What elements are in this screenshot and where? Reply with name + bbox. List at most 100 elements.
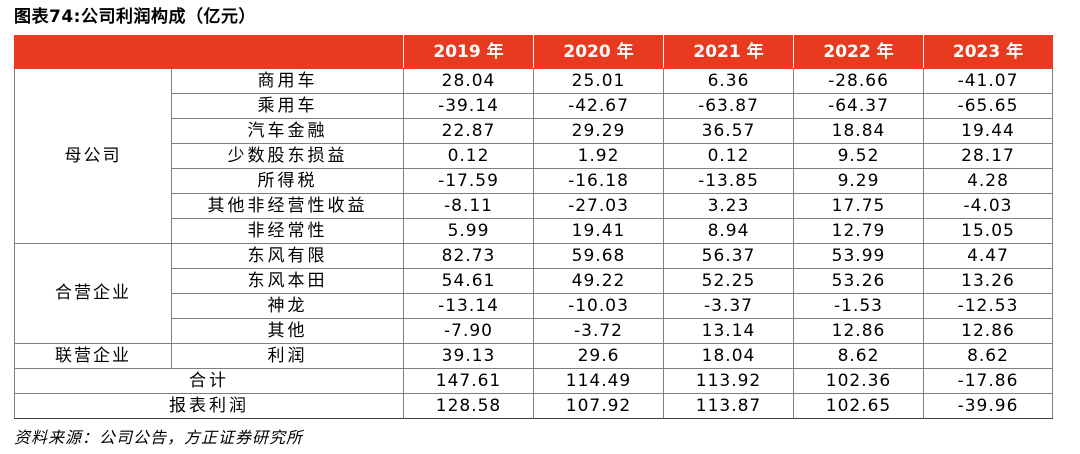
- total-label: 合计: [14, 368, 404, 394]
- value-cell: 147.61: [403, 368, 534, 394]
- total-row: 合计 147.61 114.49 113.92 102.36 -17.86: [14, 368, 1053, 394]
- row-label: 其他: [171, 318, 404, 344]
- row-label: 乘用车: [171, 93, 404, 119]
- value-cell: 4.28: [923, 168, 1053, 194]
- table-row: 少数股东损益 0.12 1.92 0.12 9.52 28.17: [15, 143, 1053, 169]
- header-year: 2019 年: [403, 35, 534, 69]
- value-cell: 4.47: [923, 243, 1053, 269]
- value-cell: 39.13: [403, 343, 534, 369]
- value-cell: 36.57: [663, 118, 794, 144]
- value-cell: 113.92: [663, 368, 794, 394]
- value-cell: -17.86: [923, 368, 1053, 394]
- table-row: 所得税 -17.59 -16.18 -13.85 9.29 4.28: [15, 168, 1053, 194]
- table-row: 母公司 商用车 28.04 25.01 6.36 -28.66 -41.07: [14, 68, 1053, 244]
- value-cell: 12.79: [793, 218, 924, 244]
- row-label: 商用车: [171, 68, 404, 94]
- row-label: 所得税: [171, 168, 404, 194]
- row-label: 东风本田: [171, 268, 404, 294]
- row-label: 少数股东损益: [171, 143, 404, 169]
- value-cell: 13.26: [923, 268, 1053, 294]
- value-cell: 0.12: [403, 143, 534, 169]
- reported-profit-row: 报表利润 128.58 107.92 113.87 102.65 -39.96: [14, 393, 1053, 419]
- value-cell: 25.01: [533, 68, 664, 94]
- group-label: 合营企业: [14, 243, 172, 344]
- row-label: 神龙: [171, 293, 404, 319]
- value-cell: -12.53: [923, 293, 1053, 319]
- group-label: 联营企业: [14, 343, 172, 369]
- value-cell: 113.87: [663, 393, 794, 419]
- value-cell: 13.14: [663, 318, 794, 344]
- value-cell: -16.18: [533, 168, 664, 194]
- group-label: 母公司: [14, 68, 172, 244]
- value-cell: 12.86: [793, 318, 924, 344]
- value-cell: -41.07: [923, 68, 1053, 94]
- value-cell: 28.04: [403, 68, 534, 94]
- value-cell: 22.87: [403, 118, 534, 144]
- value-cell: -17.59: [403, 168, 534, 194]
- value-cell: 128.58: [403, 393, 534, 419]
- header-year: 2022 年: [793, 35, 924, 69]
- value-cell: -1.53: [793, 293, 924, 319]
- value-cell: 49.22: [533, 268, 664, 294]
- header-year: 2020 年: [533, 35, 664, 69]
- value-cell: -10.03: [533, 293, 664, 319]
- value-cell: -39.96: [923, 393, 1053, 419]
- header-row: 2019 年 2020 年 2021 年 2022 年 2023 年: [14, 35, 1053, 69]
- value-cell: 59.68: [533, 243, 664, 269]
- value-cell: -13.85: [663, 168, 794, 194]
- value-cell: 0.12: [663, 143, 794, 169]
- value-cell: 8.62: [793, 343, 924, 369]
- profit-composition-table: 2019 年 2020 年 2021 年 2022 年 2023 年 母公司 商…: [14, 35, 1053, 419]
- value-cell: 53.99: [793, 243, 924, 269]
- row-label: 东风有限: [171, 243, 404, 269]
- reported-profit-label: 报表利润: [14, 393, 404, 419]
- table-row: 汽车金融 22.87 29.29 36.57 18.84 19.44: [15, 118, 1053, 144]
- value-cell: -64.37: [793, 93, 924, 119]
- value-cell: 29.6: [533, 343, 664, 369]
- row-label: 非经常性: [171, 218, 404, 244]
- value-cell: 9.52: [793, 143, 924, 169]
- value-cell: -8.11: [403, 193, 534, 219]
- value-cell: 17.75: [793, 193, 924, 219]
- table-row: 合营企业 东风有限 82.73 59.68 56.37 53.99 4.47: [14, 243, 1053, 344]
- value-cell: 28.17: [923, 143, 1053, 169]
- value-cell: 102.65: [793, 393, 924, 419]
- row-label: 利润: [171, 343, 404, 369]
- value-cell: -27.03: [533, 193, 664, 219]
- value-cell: 107.92: [533, 393, 664, 419]
- value-cell: -63.87: [663, 93, 794, 119]
- header-year: 2023 年: [923, 35, 1053, 69]
- value-cell: 19.41: [533, 218, 664, 244]
- row-label: 汽车金融: [171, 118, 404, 144]
- value-cell: 52.25: [663, 268, 794, 294]
- value-cell: 8.94: [663, 218, 794, 244]
- value-cell: 12.86: [923, 318, 1053, 344]
- value-cell: -28.66: [793, 68, 924, 94]
- value-cell: 6.36: [663, 68, 794, 94]
- value-cell: 82.73: [403, 243, 534, 269]
- value-cell: -7.90: [403, 318, 534, 344]
- value-cell: 8.62: [923, 343, 1053, 369]
- table-row: 乘用车 -39.14 -42.67 -63.87 -64.37 -65.65: [15, 93, 1053, 119]
- table-row: 联营企业 利润 39.13 29.6 18.04 8.62 8.62: [14, 343, 1053, 369]
- value-cell: 18.84: [793, 118, 924, 144]
- value-cell: -4.03: [923, 193, 1053, 219]
- value-cell: 1.92: [533, 143, 664, 169]
- header-corner: [14, 35, 404, 69]
- header-year: 2021 年: [663, 35, 794, 69]
- table-title: 图表74:公司利润构成（亿元）: [14, 7, 256, 27]
- value-cell: 15.05: [923, 218, 1053, 244]
- table-row: 其他非经营性收益 -8.11 -27.03 3.23 17.75 -4.03: [15, 193, 1053, 219]
- value-cell: 18.04: [663, 343, 794, 369]
- value-cell: 3.23: [663, 193, 794, 219]
- value-cell: 19.44: [923, 118, 1053, 144]
- row-label: 其他非经营性收益: [171, 193, 404, 219]
- value-cell: -39.14: [403, 93, 534, 119]
- value-cell: 5.99: [403, 218, 534, 244]
- value-cell: 114.49: [533, 368, 664, 394]
- value-cell: 53.26: [793, 268, 924, 294]
- value-cell: 9.29: [793, 168, 924, 194]
- value-cell: 56.37: [663, 243, 794, 269]
- value-cell: -65.65: [923, 93, 1053, 119]
- value-cell: 102.36: [793, 368, 924, 394]
